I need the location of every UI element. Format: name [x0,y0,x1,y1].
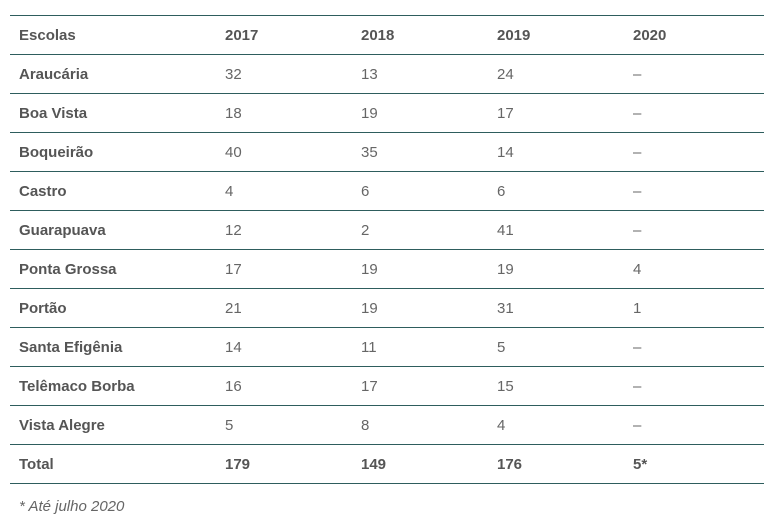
table-row: Boa Vista 18 19 17 – [10,93,764,133]
cell-2018: 17 [352,366,488,406]
total-2017: 179 [216,444,352,484]
cell-2019: 5 [488,327,624,367]
cell-2018: 6 [352,171,488,211]
cell-2020: – [624,405,764,445]
cell-2018: 19 [352,288,488,328]
cell-2017: 12 [216,210,352,250]
cell-2018: 35 [352,132,488,172]
table-header-row: Escolas 2017 2018 2019 2020 [10,15,764,55]
cell-2017: 18 [216,93,352,133]
cell-2020: – [624,327,764,367]
cell-2017: 4 [216,171,352,211]
school-name: Ponta Grossa [10,249,216,289]
cell-2018: 19 [352,249,488,289]
cell-2018: 11 [352,327,488,367]
table-total-row: Total 179 149 176 5* [10,444,764,484]
cell-2018: 13 [352,54,488,94]
total-2020: 5* [624,444,764,484]
cell-2018: 2 [352,210,488,250]
cell-2019: 17 [488,93,624,133]
cell-2017: 5 [216,405,352,445]
header-2019: 2019 [488,15,624,55]
header-2017: 2017 [216,15,352,55]
footnote: * Até julho 2020 [19,498,125,515]
cell-2017: 21 [216,288,352,328]
cell-2020: – [624,132,764,172]
school-name: Telêmaco Borba [10,366,216,406]
school-name: Guarapuava [10,210,216,250]
schools-table-container: Escolas 2017 2018 2019 2020 Araucária 32… [10,15,764,484]
cell-2017: 40 [216,132,352,172]
cell-2020: 4 [624,249,764,289]
table-row: Santa Efigênia 14 11 5 – [10,327,764,367]
cell-2017: 14 [216,327,352,367]
school-name: Santa Efigênia [10,327,216,367]
cell-2017: 32 [216,54,352,94]
total-2018: 149 [352,444,488,484]
total-2019: 176 [488,444,624,484]
cell-2017: 17 [216,249,352,289]
table-row: Portão 21 19 31 1 [10,288,764,328]
cell-2020: – [624,93,764,133]
school-name: Castro [10,171,216,211]
schools-table: Escolas 2017 2018 2019 2020 Araucária 32… [10,15,764,484]
cell-2019: 31 [488,288,624,328]
table-row: Vista Alegre 5 8 4 – [10,405,764,445]
school-name: Boa Vista [10,93,216,133]
cell-2020: 1 [624,288,764,328]
cell-2017: 16 [216,366,352,406]
table-row: Telêmaco Borba 16 17 15 – [10,366,764,406]
cell-2018: 19 [352,93,488,133]
header-escolas: Escolas [10,15,216,55]
cell-2019: 41 [488,210,624,250]
table-row: Boqueirão 40 35 14 – [10,132,764,172]
table-row: Guarapuava 12 2 41 – [10,210,764,250]
cell-2020: – [624,366,764,406]
cell-2019: 19 [488,249,624,289]
table-row: Castro 4 6 6 – [10,171,764,211]
table-row: Ponta Grossa 17 19 19 4 [10,249,764,289]
cell-2019: 15 [488,366,624,406]
cell-2020: – [624,54,764,94]
cell-2020: – [624,171,764,211]
school-name: Boqueirão [10,132,216,172]
cell-2018: 8 [352,405,488,445]
school-name: Araucária [10,54,216,94]
cell-2019: 14 [488,132,624,172]
header-2018: 2018 [352,15,488,55]
cell-2020: – [624,210,764,250]
cell-2019: 6 [488,171,624,211]
cell-2019: 4 [488,405,624,445]
cell-2019: 24 [488,54,624,94]
school-name: Vista Alegre [10,405,216,445]
header-2020: 2020 [624,15,764,55]
school-name: Portão [10,288,216,328]
total-label: Total [10,444,216,484]
table-row: Araucária 32 13 24 – [10,54,764,94]
